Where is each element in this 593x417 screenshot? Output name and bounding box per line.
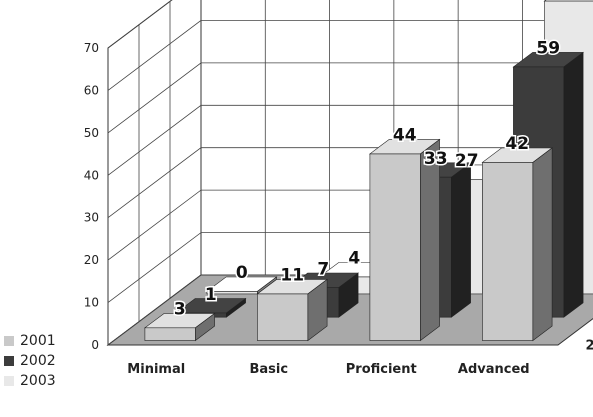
y-tick-label: 50	[84, 126, 99, 140]
x-tick-label: Proficient	[346, 362, 417, 377]
bar-front	[482, 162, 534, 341]
legend-item-2002: 2002	[4, 351, 56, 371]
legend-item-2001: 2001	[4, 331, 56, 351]
legend-item-2003: 2003	[4, 371, 56, 391]
legend-swatch-2002	[4, 356, 14, 366]
data-label: 42	[505, 134, 529, 154]
bar-side	[563, 51, 584, 318]
legend-swatch-2003	[4, 376, 14, 386]
bar-front	[257, 293, 309, 341]
data-label: 0	[236, 263, 248, 283]
y-tick-label: 10	[84, 296, 99, 310]
y-tick-label: 40	[84, 168, 99, 182]
data-label: 44	[393, 126, 417, 146]
data-label: 59	[536, 39, 560, 59]
bar-2001-minimal	[143, 312, 216, 342]
y-tick-label: 20	[84, 253, 99, 267]
data-label: 33	[424, 149, 448, 169]
x-tick-label: Basic	[249, 362, 288, 377]
bar-2001-basic	[256, 278, 328, 342]
bar-2003-minimal	[206, 276, 278, 295]
legend: 2001 2002 2003	[4, 331, 56, 391]
y-tick-label: 30	[84, 211, 99, 225]
depth-tick-label: 2001	[586, 338, 593, 353]
legend-label-2003: 2003	[20, 373, 56, 389]
bar-front	[206, 291, 258, 295]
legend-label-2001: 2001	[20, 333, 56, 349]
data-label: 27	[455, 151, 479, 171]
bar-2001-advanced	[481, 147, 553, 342]
x-tick-label: Advanced	[458, 362, 530, 377]
data-label: 1	[205, 285, 217, 305]
bar-side	[532, 147, 553, 342]
data-label: 11	[280, 266, 304, 286]
data-label: 7	[317, 259, 329, 279]
data-label: 4	[348, 249, 360, 269]
legend-swatch-2001	[4, 336, 14, 346]
bar-side	[419, 138, 440, 342]
y-tick-label: 60	[84, 83, 99, 97]
y-tick-label: 70	[84, 41, 99, 55]
legend-label-2002: 2002	[20, 353, 56, 369]
bar-2001-proficient	[369, 138, 441, 342]
bar-front	[369, 153, 421, 341]
bar-front	[144, 327, 196, 341]
data-label: 3	[174, 300, 186, 320]
x-tick-label: Minimal	[127, 362, 185, 377]
y-tick-label: 0	[91, 338, 99, 352]
bar-side	[450, 162, 471, 318]
